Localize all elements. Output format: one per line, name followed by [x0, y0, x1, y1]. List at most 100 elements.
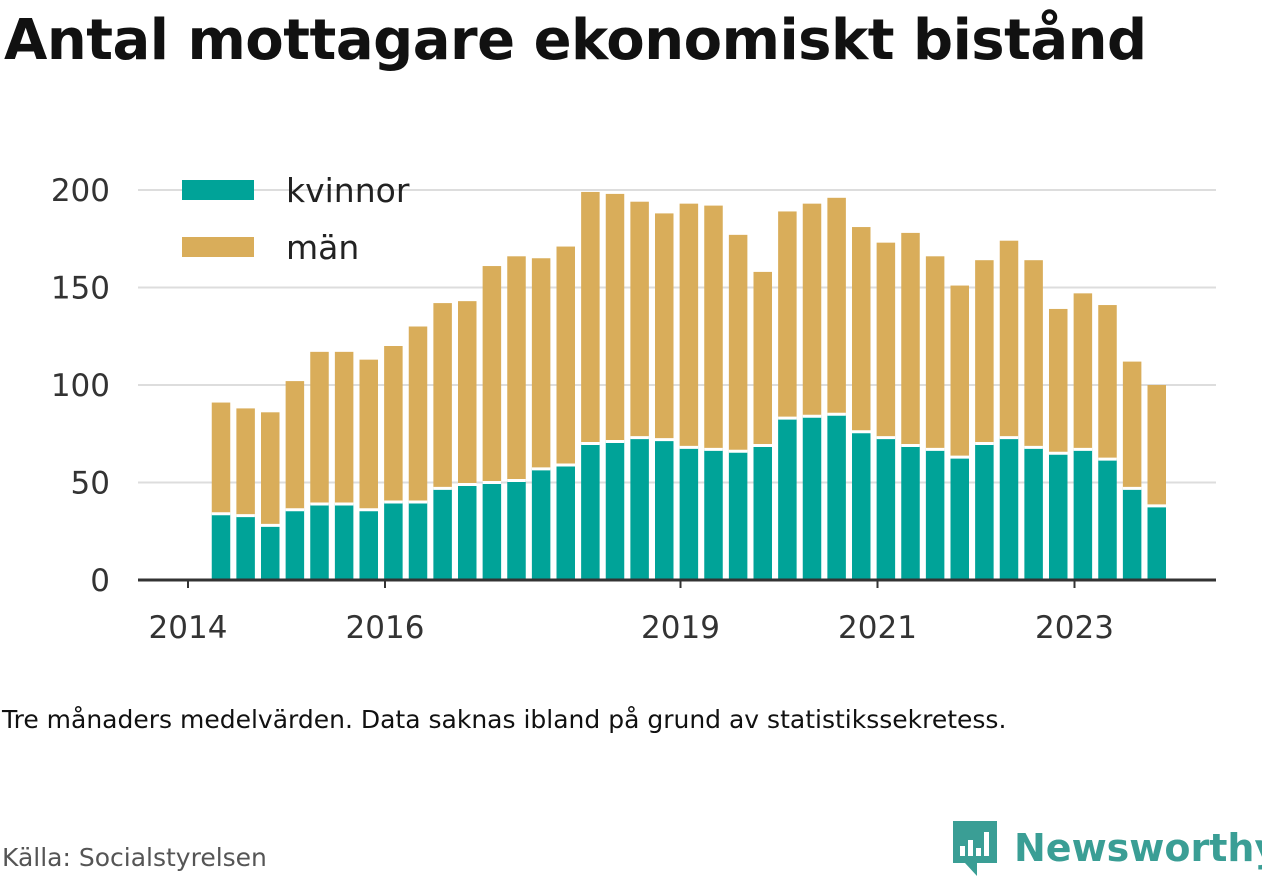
bar-kvinnor [359, 509, 378, 580]
x-tick-label: 2021 [838, 610, 917, 646]
bar-kvinnor [728, 451, 748, 580]
bar-kvinnor [655, 439, 674, 580]
bar-män [433, 303, 452, 489]
bar-män [655, 213, 674, 440]
bar-kvinnor [334, 503, 354, 580]
bar-män [285, 381, 305, 510]
bar-kvinnor [1024, 447, 1043, 580]
bar-män [753, 271, 772, 446]
bar-män [728, 234, 748, 452]
bar-kvinnor [827, 414, 846, 580]
bar-kvinnor [1049, 453, 1068, 580]
bar-män [334, 351, 354, 504]
brand-name: Newsworthy [1014, 826, 1262, 870]
legend-label-män: män [286, 228, 359, 267]
bar-män [925, 256, 945, 450]
bar-kvinnor [925, 449, 945, 580]
bars [211, 191, 1166, 580]
bar-män [408, 326, 428, 502]
bar-kvinnor [310, 503, 329, 580]
y-tick-labels: 0 50 100 150 200 [51, 173, 110, 599]
bar-män [704, 205, 723, 450]
bar-kvinnor [236, 515, 255, 580]
bar-kvinnor [261, 525, 280, 580]
bar-män [359, 359, 378, 510]
x-tick-labels: 2014 2016 2019 2021 2023 [149, 580, 1114, 646]
bar-kvinnor [408, 502, 428, 580]
bar-kvinnor [433, 488, 452, 580]
bar-män [1024, 260, 1043, 448]
legend-swatch-kvinnor [182, 180, 254, 200]
bar-män [778, 211, 797, 419]
y-tick-label: 0 [90, 563, 110, 599]
legend-swatch-män [182, 237, 254, 257]
newsworthy-logo-icon [953, 821, 997, 876]
bar-kvinnor [285, 509, 305, 580]
bar-män [1073, 293, 1093, 450]
bar-män [556, 246, 575, 465]
bar-män [630, 201, 649, 438]
bar-kvinnor [901, 445, 920, 580]
bar-kvinnor [605, 441, 625, 580]
bar-män [605, 193, 625, 442]
bar-kvinnor [211, 513, 231, 580]
bar-män [211, 402, 231, 514]
bar-män [507, 256, 526, 481]
bar-män [261, 412, 280, 526]
bar-kvinnor [630, 437, 649, 580]
x-tick-label: 2023 [1035, 610, 1114, 646]
bar-män [901, 232, 920, 446]
bar-kvinnor [482, 482, 502, 580]
bar-kvinnor [581, 443, 600, 580]
bar-kvinnor [1073, 449, 1093, 580]
bar-kvinnor [384, 502, 403, 580]
bar-kvinnor [876, 437, 896, 580]
y-tick-label: 150 [51, 271, 110, 307]
bar-kvinnor [950, 457, 969, 580]
stacked-bar-chart: 0 50 100 150 200 2014 2016 2019 2021 2023 kvinno… [51, 171, 1216, 646]
bar-kvinnor [975, 443, 994, 580]
bar-kvinnor [1147, 505, 1166, 580]
bar-män [975, 260, 994, 444]
y-tick-label: 100 [51, 368, 110, 404]
bar-män [310, 351, 329, 504]
x-tick-label: 2019 [641, 610, 720, 646]
bar-män [827, 197, 846, 415]
bar-män [1147, 385, 1166, 506]
bar-män [1049, 308, 1068, 454]
bar-män [236, 408, 255, 516]
y-tick-label: 200 [51, 173, 110, 209]
bar-kvinnor [507, 480, 526, 580]
bar-män [679, 203, 699, 448]
bar-kvinnor [999, 437, 1019, 580]
bar-män [1098, 305, 1117, 460]
bar-män [999, 240, 1019, 438]
x-tick-label: 2014 [149, 610, 228, 646]
legend: kvinnor män [182, 171, 410, 267]
bar-män [876, 242, 896, 438]
bar-kvinnor [753, 445, 772, 580]
bar-män [802, 203, 822, 417]
bar-män [950, 285, 969, 458]
bar-kvinnor [704, 449, 723, 580]
bar-män [384, 346, 403, 502]
bar-män [852, 227, 871, 432]
x-tick-label: 2016 [346, 610, 425, 646]
bar-kvinnor [556, 464, 575, 580]
bar-kvinnor [1122, 488, 1142, 580]
page-title: Antal mottagare ekonomiskt bistånd [4, 8, 1147, 73]
brand-logo[interactable]: Newsworthy [950, 818, 1262, 878]
bar-män [482, 266, 502, 483]
bar-kvinnor [778, 418, 797, 580]
bar-kvinnor [679, 447, 699, 580]
bar-kvinnor [531, 468, 551, 580]
bar-kvinnor [852, 431, 871, 580]
bar-män [458, 301, 477, 485]
bar-män [531, 258, 551, 469]
bar-män [581, 191, 600, 444]
bar-kvinnor [1098, 459, 1117, 580]
bar-kvinnor [802, 416, 822, 580]
y-tick-label: 50 [71, 466, 110, 502]
chart-note: Tre månaders medelvärden. Data saknas ib… [2, 705, 1007, 734]
bar-män [1122, 361, 1142, 489]
